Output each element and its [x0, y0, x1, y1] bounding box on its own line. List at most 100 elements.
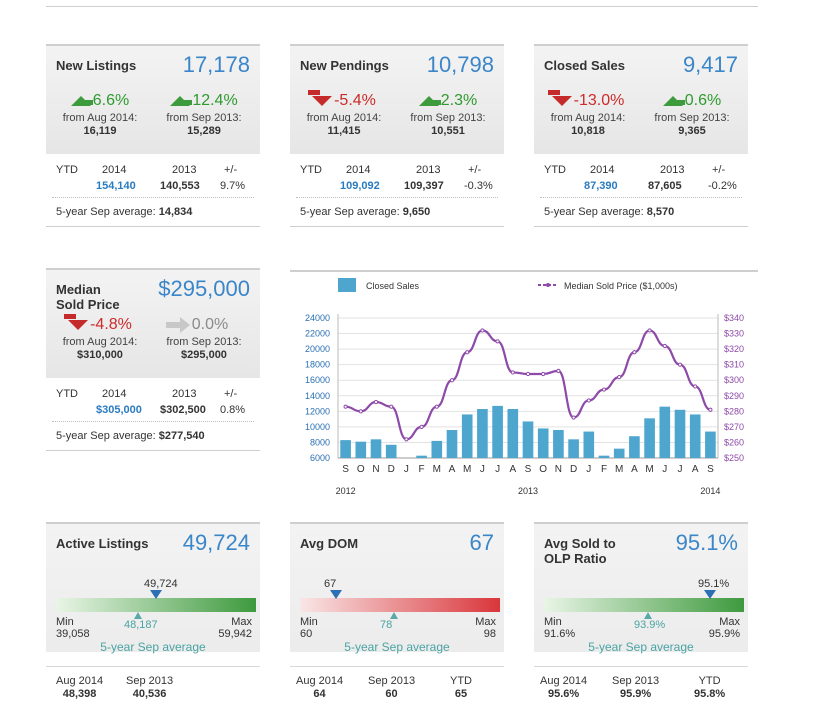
closed-sales-bar	[598, 455, 610, 458]
y-left-tick-label: 16000	[305, 375, 330, 385]
gauge-min: Min 91.6%	[544, 616, 575, 640]
change-block: -13.0% from Aug 2014: 10,818	[536, 90, 640, 138]
closed-sales-bar	[705, 431, 716, 458]
x-tick-label: O	[357, 464, 365, 475]
gauge-bar	[56, 598, 256, 612]
down-arrow-icon	[547, 90, 572, 106]
change-percent: -13.0%	[573, 92, 625, 109]
five-year-average: 5-year Sep average: 8,570	[534, 198, 748, 226]
ytd-h3: +/-	[468, 164, 482, 176]
avg-value: 9,650	[402, 206, 431, 218]
gauge-footer: Aug 2014 48,398 Sep 2013 40,536	[46, 666, 260, 710]
metric-card-header: Median Sold Price $295,000 -4.8% from Aug 2…	[46, 270, 260, 378]
gauge-value: 67	[469, 530, 494, 555]
gauge-footer-item: Aug 2014 48,398	[56, 675, 103, 701]
median-price-point	[434, 404, 439, 409]
change-block: -5.4% from Aug 2014: 11,415	[292, 90, 396, 138]
ytd-h1: 2014	[590, 164, 615, 176]
x-tick-label: J	[662, 464, 667, 475]
gauge-footer-label: Sep 2013	[368, 675, 416, 687]
gauge-max: Max 95.9%	[709, 616, 740, 640]
closed-sales-bar	[355, 441, 367, 458]
median-price-point	[677, 362, 683, 367]
five-year-average: 5-year Sep average: 14,834	[46, 198, 260, 226]
median-price-point	[708, 407, 713, 412]
avg-label: 5-year Sep average:	[300, 206, 400, 218]
y-right-tick-label: $330	[724, 329, 744, 339]
avg-value: 14,834	[158, 206, 193, 218]
up-arrow-icon	[662, 96, 685, 106]
median-price-point	[510, 370, 515, 375]
y-left-tick-label: 14000	[305, 391, 330, 401]
median-price-point	[480, 328, 485, 333]
change-from-label: from Aug 2014:	[62, 112, 138, 125]
y-left-tick-label: 18000	[305, 360, 330, 370]
x-tick-label: A	[449, 464, 456, 475]
closed-sales-bar	[446, 430, 458, 458]
change-from-value: 10,551	[431, 125, 465, 138]
closed-sales-bar	[340, 440, 351, 458]
metric-value: $295,000	[158, 276, 250, 301]
x-tick-label: S	[342, 464, 349, 475]
x-tick-label: J	[678, 464, 683, 475]
legend-bar-swatch	[338, 278, 356, 292]
closed-sales-bar	[385, 444, 397, 458]
gauge-max-label: Max	[719, 616, 740, 628]
y-left-tick-label: 8000	[310, 437, 330, 447]
closed-sales-bar	[629, 436, 640, 458]
closed-sales-bar	[492, 405, 503, 458]
median-price-point	[373, 399, 379, 405]
gauge-footer-value: 64	[313, 688, 326, 700]
year-label: 2013	[518, 486, 538, 496]
gauge-marker-value: 95.1%	[698, 578, 730, 590]
x-tick-label: S	[707, 464, 714, 475]
closed-sales-bar	[644, 418, 655, 458]
median-price-point	[571, 415, 576, 420]
gauge-panel: Active Listings 49,724 49,724 48,187 Min 39,0…	[46, 524, 260, 654]
change-percent: 0.0%	[191, 316, 229, 333]
change-from-label: from Sep 2013:	[166, 336, 242, 349]
median-price-point	[617, 375, 622, 380]
change-from: from Aug 2014: 10,818	[536, 112, 640, 138]
gauge-marker-value: 67	[324, 578, 337, 590]
closed-sales-bar	[461, 414, 473, 458]
change-from-value: 10,818	[571, 125, 605, 138]
change-percent: -4.8%	[90, 316, 132, 333]
change-block: 0.6% from Sep 2013: 9,365	[640, 92, 744, 138]
five-year-average: 5-year Sep average: $277,540	[46, 422, 260, 450]
gauge-max: Max 98	[475, 616, 496, 640]
gauge-footer-item: Sep 2013 95.9%	[612, 675, 659, 701]
metric-title: New Pendings	[300, 58, 389, 73]
ytd-v2: 140,553	[160, 180, 200, 192]
up-arrow-icon	[170, 96, 193, 106]
gauge-max-value: 59,942	[218, 628, 252, 640]
change-from-label: from Aug 2014:	[306, 112, 382, 125]
avg-label: 5-year Sep average:	[544, 206, 644, 218]
ytd-v3: -0.2%	[708, 180, 737, 192]
ytd-h1: 2014	[346, 164, 371, 176]
ytd-v1: 109,092	[340, 180, 380, 192]
closed-sales-bar	[537, 428, 549, 458]
change-from-value: 15,289	[187, 125, 221, 138]
y-left-tick-label: 24000	[305, 313, 330, 323]
y-right-tick-label: $250	[724, 453, 744, 463]
x-tick-label: O	[539, 464, 547, 475]
change-from-value: 11,415	[327, 125, 361, 138]
legend-bar-label: Closed Sales	[366, 281, 420, 291]
ytd-v2: 109,397	[404, 180, 444, 192]
ytd-h3: +/-	[712, 164, 726, 176]
y-left-tick-label: 10000	[305, 422, 330, 432]
gauge-footer-label: YTD	[450, 675, 472, 687]
metric-title: Closed Sales	[544, 58, 625, 73]
gauge-title: Avg DOM	[300, 536, 359, 551]
avg-label: 5-year Sep average:	[56, 206, 156, 218]
x-tick-label: N	[555, 464, 562, 475]
ytd-table: YTD 2014 2013 +/- 154,140 140,553 9.7%	[52, 154, 254, 198]
change-percent: 2.3%	[440, 92, 478, 109]
gauge-min-value: 91.6%	[544, 628, 576, 640]
metric-card: New Listings 17,178 6.6% from Aug 2014: 16,1…	[46, 44, 260, 227]
gauge-card: Avg DOM 67 67 78 Min 60 Max 98 5-year Sep averag…	[290, 522, 504, 710]
x-tick-label: J	[404, 464, 409, 475]
gauge-value: 95.1%	[675, 530, 738, 555]
gauge-value: 49,724	[182, 530, 250, 555]
